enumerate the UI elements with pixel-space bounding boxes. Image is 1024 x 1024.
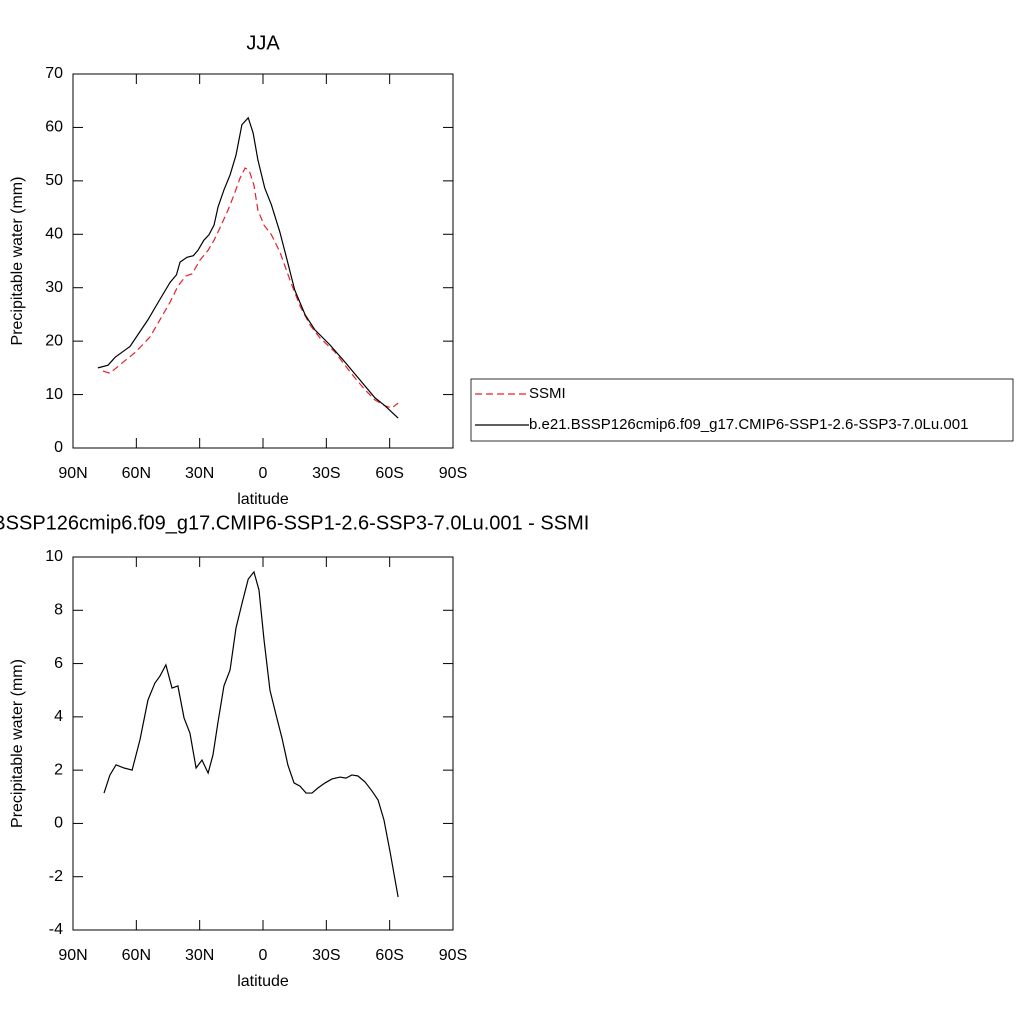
- x-axis-label: latitude: [237, 973, 289, 990]
- x-tick-label: 0: [259, 465, 268, 482]
- x-tick-label: 60S: [375, 465, 403, 482]
- x-tick-label: 90S: [439, 947, 467, 964]
- x-tick-label: 0: [259, 947, 268, 964]
- plot-frame: [72, 73, 454, 449]
- y-tick-label: 0: [54, 439, 63, 456]
- chart-title: b.e21.BSSP126cmip6.f09_g17.CMIP6-SSP1-2.…: [0, 512, 589, 534]
- y-tick-label: 20: [45, 332, 63, 349]
- legend-box: [470, 378, 1014, 442]
- y-tick-label: 40: [45, 226, 63, 243]
- y-tick-label: -4: [49, 921, 63, 938]
- y-tick-label: 4: [54, 708, 63, 725]
- y-tick-label: 6: [54, 655, 63, 672]
- y-tick-label: 60: [45, 119, 63, 136]
- chart-title: JJA: [246, 32, 280, 54]
- x-tick-label: 30S: [312, 947, 340, 964]
- y-axis-label: Precipitable water (mm): [9, 659, 26, 828]
- x-axis-label: latitude: [237, 491, 289, 508]
- y-tick-label: 30: [45, 279, 63, 296]
- y-tick-label: 70: [45, 65, 63, 82]
- legend-label: SSMI: [529, 385, 566, 402]
- x-tick-label: 30N: [185, 465, 214, 482]
- x-tick-label: 30N: [185, 947, 214, 964]
- plot-frame: [72, 556, 454, 931]
- x-tick-label: 90N: [58, 947, 87, 964]
- line-series: [102, 167, 399, 409]
- y-tick-label: 0: [54, 815, 63, 832]
- x-tick-label: 30S: [312, 465, 340, 482]
- line-series: [97, 116, 399, 419]
- y-axis-label: Precipitable water (mm): [9, 177, 26, 346]
- x-tick-label: 60N: [122, 465, 151, 482]
- y-tick-label: 8: [54, 602, 63, 619]
- x-tick-label: 60S: [375, 947, 403, 964]
- y-tick-label: 10: [45, 548, 63, 565]
- y-tick-label: 50: [45, 172, 63, 189]
- legend-label: b.e21.BSSP126cmip6.f09_g17.CMIP6-SSP1-2.…: [529, 416, 968, 433]
- x-tick-label: 90S: [439, 465, 467, 482]
- y-tick-label: 2: [54, 761, 63, 778]
- x-tick-label: 90N: [58, 465, 87, 482]
- line-series: [103, 570, 399, 898]
- x-tick-label: 60N: [122, 947, 151, 964]
- y-tick-label: 10: [45, 386, 63, 403]
- y-tick-label: -2: [49, 868, 63, 885]
